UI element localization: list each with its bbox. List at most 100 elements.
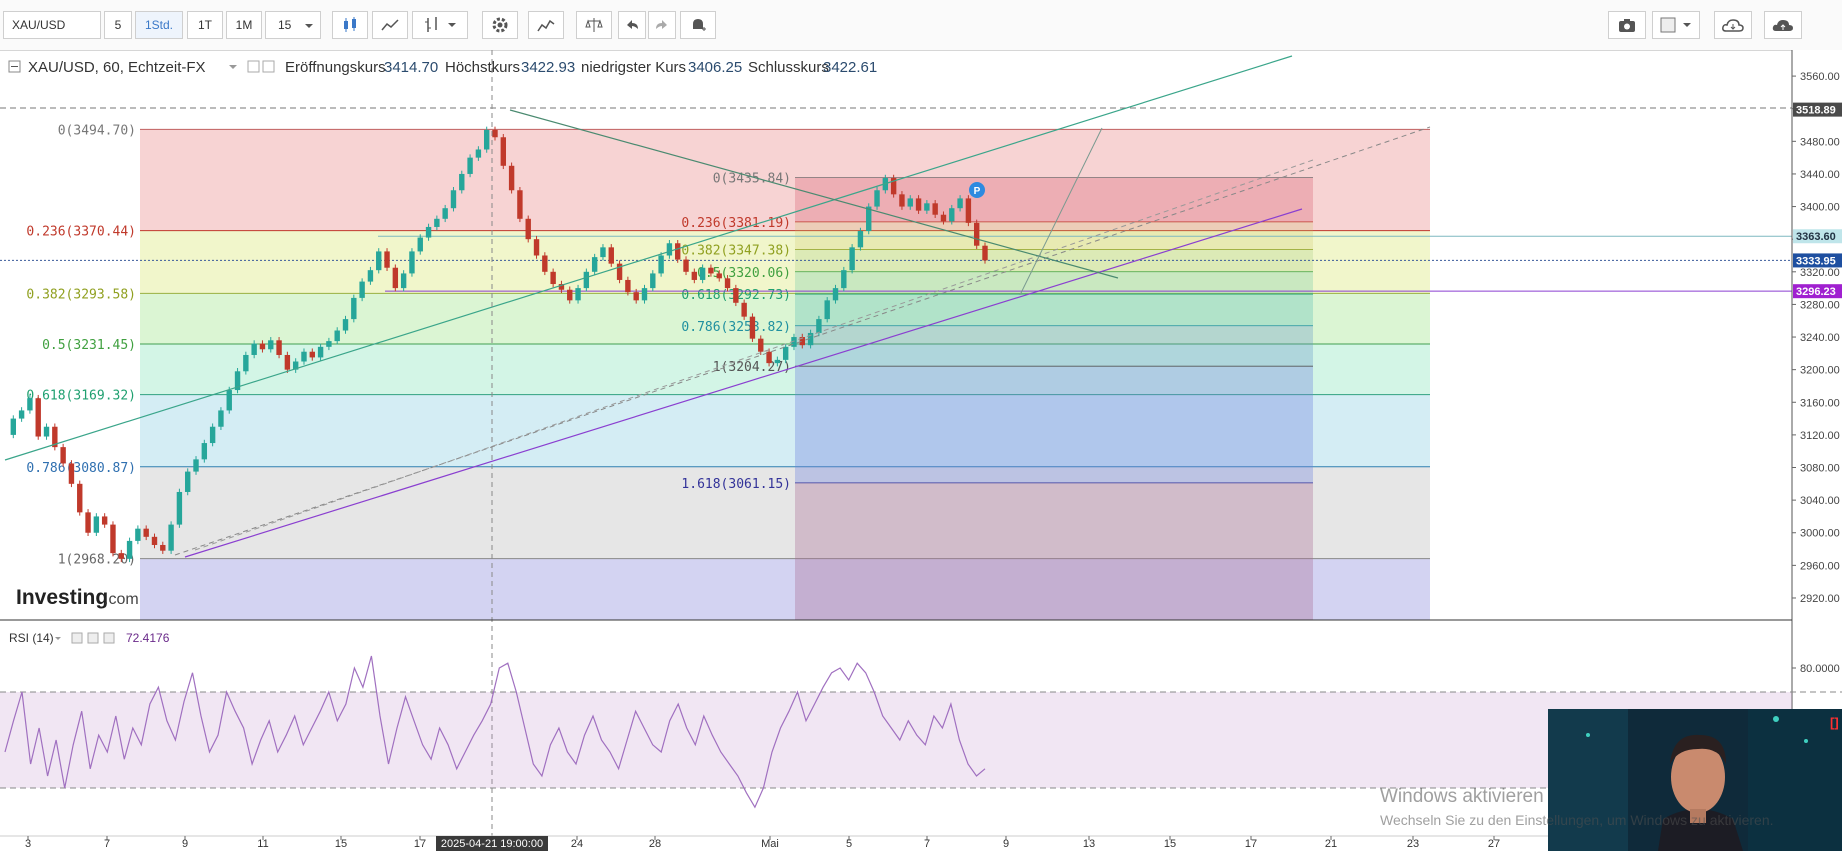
cloud-save-button[interactable] <box>1764 11 1802 39</box>
fib2-level-label: 1.618(3061.15) <box>681 477 791 492</box>
candle-body <box>832 288 839 301</box>
fib1-zone <box>140 230 1430 294</box>
candle-body <box>259 343 266 350</box>
cloud-upload-icon <box>1772 20 1793 31</box>
interval-1d-button[interactable]: 1T <box>187 11 223 39</box>
chart-area[interactable]: 0(3494.70) 0.236(3370.44) 0.382(3293.58) 0.… <box>0 50 1842 851</box>
rsi-band <box>0 692 1792 788</box>
candle-body <box>27 398 33 411</box>
settings-button[interactable] <box>482 11 518 39</box>
candle-body <box>284 354 291 370</box>
candle-body <box>866 206 872 232</box>
alert-button[interactable] <box>680 11 716 39</box>
candle-body <box>367 270 374 282</box>
candle-body <box>126 540 133 559</box>
redo-button[interactable] <box>648 11 676 39</box>
time-tick-label: 3 <box>25 838 31 850</box>
candle-body <box>650 273 656 289</box>
candle-body <box>508 165 515 191</box>
candle-body <box>849 247 855 271</box>
candle-body <box>949 208 955 222</box>
open-label: Eröffnungskurs <box>285 59 386 76</box>
time-tick-label: 28 <box>649 838 661 850</box>
layout-dropdown[interactable] <box>1652 11 1700 39</box>
indicators-button[interactable] <box>528 11 564 39</box>
symbol-input[interactable]: XAU/USD <box>3 11 101 39</box>
line-type-button[interactable] <box>372 11 408 39</box>
candle-body <box>459 173 465 191</box>
undo-button[interactable] <box>618 11 646 39</box>
candle-body <box>342 319 349 331</box>
steep-trendline <box>1019 127 1103 296</box>
candle-body <box>533 239 540 256</box>
legend-close-icon[interactable] <box>262 60 275 73</box>
high-value: 3422.93 <box>521 59 575 76</box>
candle-body <box>151 536 158 545</box>
candle-body <box>234 371 241 391</box>
brand-text: Investing <box>16 586 108 609</box>
candle-body <box>733 288 739 303</box>
watermark-subtitle: Wechseln Sie zu den Einstellungen, um Wi… <box>1380 812 1774 828</box>
interval-1m-button[interactable]: 1M <box>226 11 262 39</box>
candle-body <box>857 231 864 248</box>
redo-icon <box>656 20 667 29</box>
time-tick-label: 27 <box>1488 838 1500 850</box>
chevron-down-icon[interactable] <box>229 65 237 69</box>
candle-body <box>907 198 913 207</box>
rsi-settings-icon[interactable] <box>71 632 83 644</box>
candle-body <box>143 528 149 537</box>
interval-dropdown[interactable]: 15 <box>265 11 321 39</box>
time-tick-label: 7 <box>924 838 930 850</box>
candles-icon <box>344 17 356 32</box>
price-tick-label: 3440.00 <box>1800 169 1840 181</box>
candle-body <box>118 553 124 559</box>
interval-5-button[interactable]: 5 <box>104 11 132 39</box>
candle-body <box>276 340 282 355</box>
candle-body <box>799 337 805 346</box>
candle-body <box>500 137 507 166</box>
presenter-video: [] <box>1548 709 1842 851</box>
compare-button[interactable] <box>576 11 612 39</box>
high-label: Höchstkurs <box>445 59 520 76</box>
rsi-close-icon[interactable] <box>103 632 115 644</box>
candle-body <box>915 198 922 211</box>
bars-type-dropdown[interactable] <box>412 11 468 39</box>
fib2-zone <box>795 366 1313 483</box>
fib1-level-label: 0.618(3169.32) <box>26 389 136 404</box>
candle-body <box>749 316 756 339</box>
chevron-down-icon[interactable] <box>55 637 61 640</box>
time-tick-label: 17 <box>1245 838 1257 850</box>
candle-body <box>699 267 706 280</box>
time-tick-label: 7 <box>104 838 110 850</box>
candle-body <box>442 208 448 219</box>
pivot-marker[interactable] <box>969 182 985 198</box>
candle-body <box>176 491 183 525</box>
rsi-hide-icon[interactable] <box>87 632 99 644</box>
candle-body <box>890 178 897 195</box>
screenshot-button[interactable] <box>1608 11 1646 39</box>
time-tick-label: 13 <box>1083 838 1095 850</box>
fib1-zone <box>140 394 1430 467</box>
candle-body <box>542 255 548 272</box>
rsi-legend: RSI (14) 72.4176 <box>9 631 170 645</box>
fib1-level-label: 0(3494.70) <box>58 123 136 138</box>
candle-body <box>18 410 25 419</box>
candle-body <box>666 243 673 256</box>
cloud-download-icon <box>1722 19 1744 32</box>
candle-body <box>766 351 772 364</box>
scale-icon <box>585 18 603 32</box>
legend-settings-icon[interactable] <box>247 60 260 73</box>
purple-price-tag-text: 3296.23 <box>1796 286 1836 298</box>
candle-body <box>708 267 714 274</box>
candle-body <box>68 463 75 484</box>
candle-body <box>724 278 731 289</box>
candle-body <box>932 203 938 215</box>
candle-body <box>77 483 83 513</box>
candle-body <box>185 471 191 492</box>
candles-type-button[interactable] <box>332 11 368 39</box>
candle-body <box>209 426 216 444</box>
cloud-load-button[interactable] <box>1714 11 1752 39</box>
price-chart: 0(3494.70) 0.236(3370.44) 0.382(3293.58) 0.… <box>0 50 1842 851</box>
top-price-tag <box>1793 102 1842 117</box>
interval-1h-button[interactable]: 1Std. <box>135 11 183 39</box>
